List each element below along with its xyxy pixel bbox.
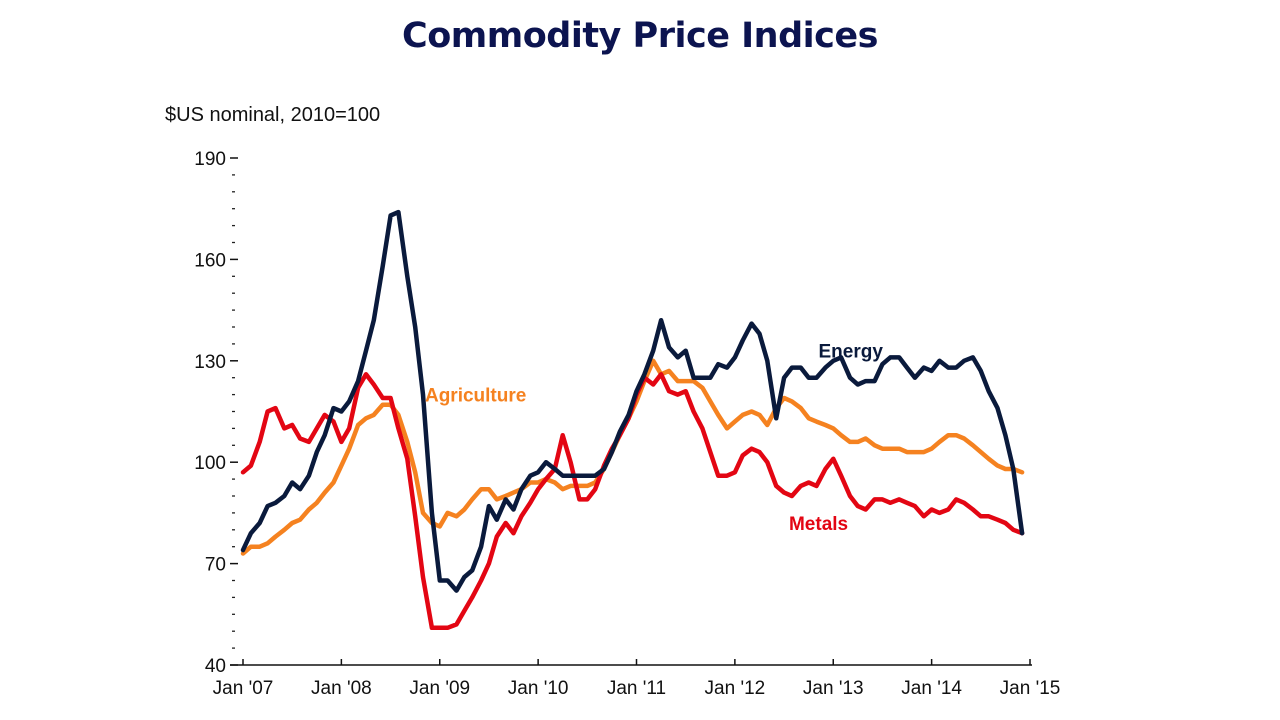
x-tick-label: Jan '08 (311, 678, 372, 699)
series-label-agriculture: Agriculture (425, 385, 526, 406)
series-labels: Energy Agriculture Metals (425, 341, 883, 534)
page-title: Commodity Price Indices (402, 16, 878, 56)
x-tick-label: Jan '12 (705, 678, 766, 699)
x-tick-label: Jan '10 (508, 678, 569, 699)
series-layer (240, 209, 1025, 631)
y-tick-label: 160 (194, 250, 226, 271)
series-line-energy (240, 209, 1025, 593)
y-tick-label: 130 (194, 352, 226, 373)
x-tick-label: Jan '11 (607, 678, 666, 699)
y-tick-label: 100 (194, 453, 226, 474)
series-label-metals: Metals (789, 514, 848, 535)
y-tick-label: 70 (205, 555, 226, 576)
x-tick-label: Jan '09 (409, 678, 470, 699)
y-tick-label: 40 (205, 656, 226, 677)
series-line-metals (240, 372, 1025, 631)
axes: 40 70 100 130 160 190 Jan '07 Jan '08 Jan '09 Jan… (194, 149, 1060, 699)
x-tick-label: Jan '13 (803, 678, 864, 699)
y-axis-unit-label: $US nominal, 2010=100 (165, 104, 381, 126)
x-tick-label: Jan '07 (213, 678, 274, 699)
x-tick-label: Jan '15 (1000, 678, 1061, 699)
x-tick-label: Jan '14 (901, 678, 962, 699)
series-label-energy: Energy (818, 341, 883, 362)
y-tick-label: 190 (194, 149, 226, 170)
